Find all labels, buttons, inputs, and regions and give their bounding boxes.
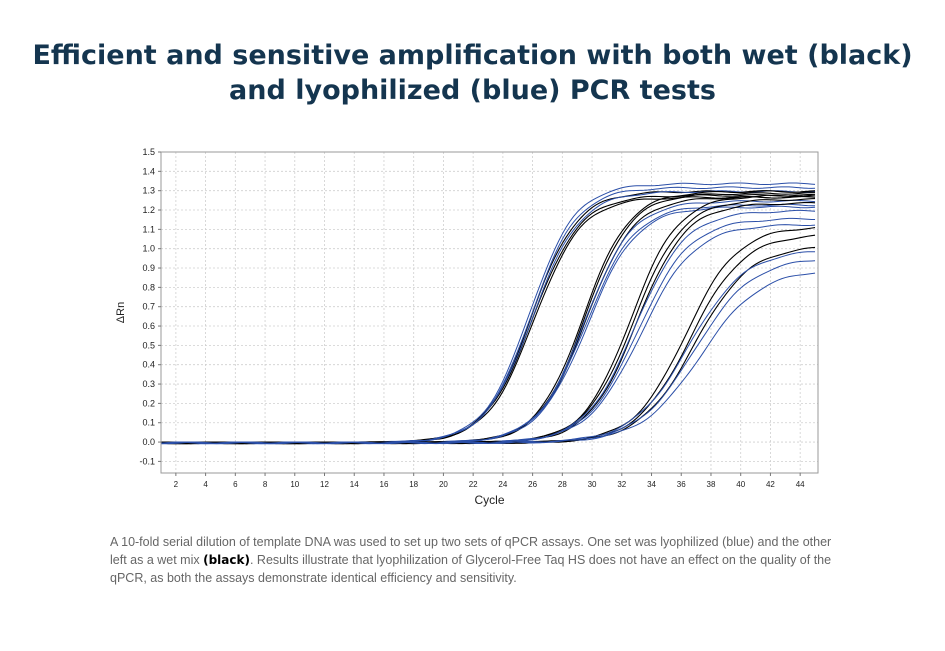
wet-curve [161, 227, 816, 445]
caption-bold-black: (black) [203, 553, 250, 567]
x-tick-label: 24 [498, 480, 507, 489]
y-tick-label: 0.3 [142, 379, 155, 389]
y-tick-label: 0.2 [142, 398, 155, 408]
wet-curve [161, 246, 816, 445]
figure-caption: A 10-fold serial dilution of template DN… [110, 533, 850, 587]
plot-frame [160, 151, 819, 474]
y-tick-label: 0.5 [142, 340, 155, 350]
x-tick-label: 20 [439, 480, 448, 489]
y-tick-label: 0.9 [142, 263, 155, 273]
y-tick-label: 1.4 [142, 166, 155, 176]
lyophilized-curve [161, 224, 816, 445]
lyophilized-curve [161, 272, 816, 445]
lyophilized-curve [161, 260, 816, 445]
x-tick-label: 10 [290, 480, 299, 489]
y-tick-label: 1.1 [142, 224, 155, 234]
y-tick-label: 0.0 [142, 437, 155, 447]
x-tick-label: 22 [469, 480, 478, 489]
y-axis-ticks: -0.1 0.0 0.1 0.2 0.3 0.4 0.5 0.6 0.7 0.8 0.9 1.0 1.1… [139, 147, 161, 466]
x-tick-label: 12 [320, 480, 329, 489]
y-tick-label: 0.7 [142, 302, 155, 312]
caption-text-2: . Results illustrate that lyophilization… [110, 553, 832, 585]
y-tick-label: 0.4 [142, 360, 155, 370]
amplification-curves [161, 182, 816, 445]
caption-text-1: A 10-fold serial dilution of template DN… [110, 535, 832, 567]
x-tick-label: 16 [380, 480, 389, 489]
x-tick-label: 44 [796, 480, 805, 489]
y-tick-label: 1.3 [142, 186, 155, 196]
x-tick-label: 4 [203, 480, 208, 489]
x-tick-label: 8 [263, 480, 268, 489]
lyophilized-curve [161, 251, 816, 445]
lyophilized-curve [161, 182, 816, 445]
x-tick-label: 6 [233, 480, 238, 489]
x-tick-label: 32 [617, 480, 626, 489]
wet-curve [161, 192, 816, 445]
y-tick-label: 1.0 [142, 244, 155, 254]
x-tick-label: 14 [350, 480, 359, 489]
x-tick-label: 26 [528, 480, 537, 489]
y-tick-label: 0.1 [142, 418, 155, 428]
y-tick-label: 0.6 [142, 321, 155, 331]
title-line-2: and lyophilized (blue) PCR tests [229, 75, 716, 106]
lyophilized-curve [161, 186, 816, 445]
y-tick-label: -0.1 [139, 456, 155, 466]
x-tick-label: 18 [409, 480, 418, 489]
x-tick-label: 2 [174, 480, 179, 489]
amplification-chart: -0.1 0.0 0.1 0.2 0.3 0.4 0.5 0.6 0.7 0.8 0.9 1.0 1.1… [115, 147, 819, 507]
x-tick-label: 40 [736, 480, 745, 489]
x-axis-ticks: 2 4 6 8 10 12 14 16 18 20 22 24 26 28 30 32 34 36 38 40 42 44 [174, 473, 805, 489]
x-tick-label: 34 [647, 480, 656, 489]
x-tick-label: 36 [677, 480, 686, 489]
y-tick-label: 0.8 [142, 282, 155, 292]
y-axis-label: ΔRn [115, 302, 127, 323]
page-title: Efficient and sensitive amplification wi… [0, 38, 945, 108]
x-axis-label: Cycle [474, 493, 504, 507]
x-tick-label: 30 [588, 480, 597, 489]
y-tick-label: 1.2 [142, 205, 155, 215]
x-tick-label: 38 [707, 480, 716, 489]
title-line-1: Efficient and sensitive amplification wi… [32, 40, 913, 71]
x-tick-label: 28 [558, 480, 567, 489]
y-tick-label: 1.5 [142, 147, 155, 157]
x-tick-label: 42 [766, 480, 775, 489]
